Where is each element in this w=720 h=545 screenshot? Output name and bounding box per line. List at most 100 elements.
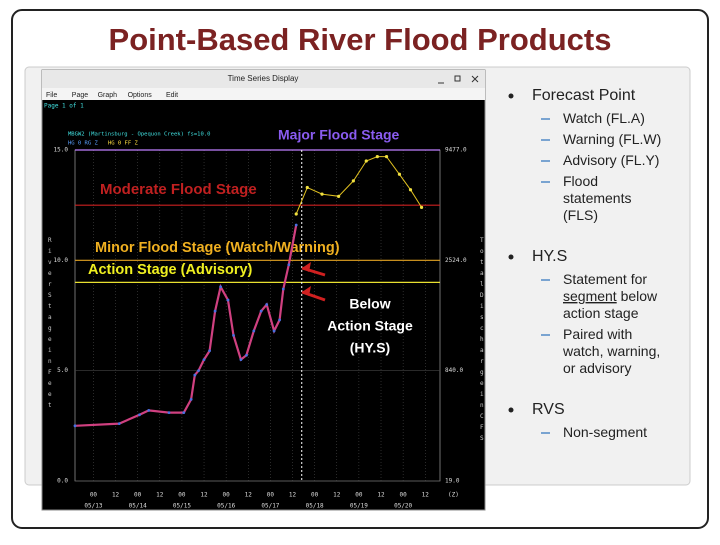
sub-bullet: Flood	[563, 173, 598, 189]
bullet-dot	[508, 407, 514, 413]
x-date-label: 05/16	[217, 503, 235, 510]
menu-item[interactable]: Page	[72, 92, 88, 99]
data-point	[239, 358, 243, 362]
y2-tick-label: 840.0	[445, 367, 463, 374]
x-date-label: 05/13	[84, 503, 102, 510]
y2-tick-label: 9477.0	[445, 147, 467, 154]
sub-bullet: Non-segment	[563, 424, 647, 440]
text-run: action stage	[563, 305, 639, 321]
x-date-label: 05/17	[261, 503, 279, 510]
data-point	[375, 155, 379, 159]
annotation: Below	[349, 296, 390, 312]
legend-entry: HG 0 RG Z	[68, 141, 98, 147]
x-tick-label: 00	[355, 492, 363, 499]
x-tick-label: 00	[311, 492, 319, 499]
x-tick-label: 12	[156, 492, 164, 499]
sub-bullet: segment below	[563, 288, 658, 304]
y2-tick-label: 2524.0	[445, 257, 467, 264]
x-tick-label: 00	[178, 492, 186, 499]
sub-bullet: action stage	[563, 305, 639, 321]
data-point	[305, 185, 309, 190]
bullet-dot	[508, 254, 514, 260]
x-tick-label: 00	[134, 492, 142, 499]
data-point	[281, 287, 285, 291]
close-button[interactable]	[471, 75, 479, 83]
text-run: below	[617, 288, 658, 304]
data-point	[384, 155, 389, 159]
data-point	[272, 329, 276, 333]
y-tick-label: 0.0	[57, 478, 68, 485]
text-run: Watch (FL.A)	[563, 110, 645, 126]
window	[41, 69, 486, 511]
text-run: Advisory (FL.Y)	[563, 152, 659, 168]
window-title: Time Series Display	[228, 74, 299, 83]
text-run: statements	[563, 190, 631, 206]
sub-bullet: or advisory	[563, 360, 631, 376]
x-tick-label: 00	[223, 492, 231, 499]
data-point	[320, 192, 324, 196]
data-point	[197, 369, 200, 373]
data-point	[265, 303, 269, 306]
x-tick-label: 12	[289, 492, 297, 499]
slide-title: Point-Based River Flood Products	[109, 22, 612, 57]
annotation: (HY.S)	[350, 340, 390, 356]
y-tick-label: 5.0	[57, 367, 68, 374]
data-point	[245, 353, 248, 357]
data-point	[408, 188, 413, 192]
data-point	[167, 411, 171, 414]
arrow-head	[302, 262, 311, 272]
text-run: (FLS)	[563, 207, 598, 223]
x-tick-label: 00	[400, 492, 408, 499]
stage-label: Moderate Flood Stage	[100, 181, 257, 198]
x-tick-label: 12	[200, 492, 208, 499]
data-point	[202, 358, 206, 362]
x-date-label: 05/14	[129, 503, 147, 510]
x-date-label: 05/20	[394, 503, 412, 510]
text-run: Non-segment	[563, 424, 647, 440]
annotation: Action Stage	[327, 318, 413, 334]
data-point	[351, 179, 355, 183]
x-date-label: 05/18	[306, 503, 324, 510]
sub-bullet: Watch (FL.A)	[563, 110, 645, 126]
menubar	[42, 88, 485, 100]
text-run: Statement for	[563, 271, 647, 287]
sub-bullet: statements	[563, 190, 631, 206]
x-tick-label: 00	[90, 492, 98, 499]
bullet: HY.S	[532, 248, 567, 265]
data-point	[364, 159, 368, 163]
data-point	[259, 309, 263, 313]
data-point	[213, 309, 217, 313]
x-tick-label: 12	[112, 492, 120, 499]
titlebar	[42, 70, 485, 88]
menu-item[interactable]: File	[46, 92, 57, 99]
data-point	[278, 318, 282, 322]
chart-header: MBGW2 (Martinsburg - Opequon Creek) fs=1…	[68, 132, 210, 138]
data-point	[208, 349, 211, 353]
maximize-button[interactable]	[454, 75, 461, 82]
data-point	[337, 194, 341, 198]
data-point	[138, 413, 141, 417]
text-run: Paired with	[563, 326, 632, 342]
menu-item[interactable]: Graph	[98, 92, 118, 99]
y2-tick-label: 19.0	[445, 478, 460, 485]
data-point	[189, 397, 193, 401]
data-point	[117, 422, 121, 426]
data-point	[397, 172, 402, 176]
data-point	[252, 329, 256, 333]
sub-bullet: Statement for	[563, 271, 647, 287]
sub-bullet: Warning (FL.W)	[563, 131, 661, 147]
data-point	[294, 223, 298, 227]
stage-label: Major Flood Stage	[278, 127, 400, 143]
sub-bullet: Paired with	[563, 326, 632, 342]
data-point	[73, 424, 77, 428]
x-date-label: 05/15	[173, 503, 191, 510]
data-point	[232, 333, 235, 337]
sub-bullet: Advisory (FL.Y)	[563, 152, 659, 168]
data-point	[147, 408, 151, 412]
menu-item[interactable]: Options	[128, 92, 153, 99]
y-tick-label: 10.0	[54, 257, 69, 264]
x-date-label: 05/19	[350, 503, 368, 510]
y-tick-label: 15.0	[54, 147, 69, 154]
menu-item[interactable]: Edit	[166, 92, 178, 99]
